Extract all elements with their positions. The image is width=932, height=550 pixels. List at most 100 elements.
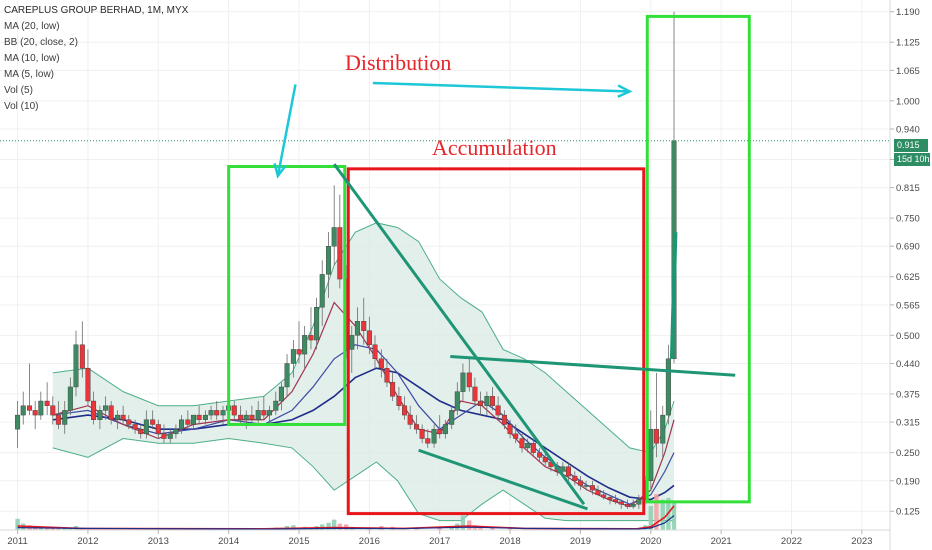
y-tick-label: 0.125 — [896, 507, 920, 518]
candle-down — [472, 386, 478, 402]
candle-down — [507, 424, 513, 435]
candle-up — [273, 400, 279, 411]
candle-down — [155, 424, 161, 435]
y-tick-label: 0.250 — [896, 448, 920, 459]
y-tick-label: 1.190 — [896, 7, 920, 18]
volume-bar — [507, 528, 513, 530]
trendline — [450, 354, 736, 377]
candle-down — [537, 452, 543, 458]
candle-down — [607, 496, 613, 500]
volume-bar — [437, 527, 442, 530]
x-tick-label: 2020 — [640, 536, 661, 547]
candle-up — [103, 405, 109, 411]
candle-down — [595, 489, 601, 496]
candle-up — [630, 504, 636, 507]
candle-up — [143, 419, 149, 435]
volume-bar — [648, 506, 653, 530]
trendline — [418, 448, 588, 511]
candle-down — [425, 438, 431, 444]
volume-ma10-line — [17, 515, 675, 530]
candle-up — [484, 396, 490, 406]
candle-down — [478, 400, 484, 406]
indicator-ma10[interactable]: MA (10, low) — [4, 53, 60, 64]
x-tick-label: 2022 — [781, 536, 802, 547]
y-tick-label: 1.125 — [896, 38, 920, 49]
candle-down — [589, 485, 595, 491]
indicator-bb[interactable]: BB (20, close, 2) — [4, 37, 78, 48]
volume-bar — [44, 527, 50, 530]
candle-down — [55, 414, 61, 425]
indicator-ma5[interactable]: MA (5, low) — [4, 69, 55, 80]
arrow-shaft — [372, 81, 630, 93]
price-axis-panel — [890, 0, 932, 550]
arrow-head — [273, 163, 287, 179]
candle-up — [62, 410, 68, 425]
candle-up — [202, 414, 208, 420]
candle-down — [542, 457, 548, 463]
y-tick-label: 0.940 — [896, 124, 920, 135]
x-tick-label: 2018 — [500, 536, 521, 547]
candle-down — [653, 428, 659, 444]
candle-down — [378, 358, 384, 369]
y-tick-label: 1.065 — [896, 66, 920, 77]
candle-down — [372, 344, 378, 360]
candle-down — [337, 227, 343, 280]
candle-down — [572, 475, 578, 481]
indicator-ma20[interactable]: MA (20, low) — [4, 21, 60, 32]
candle-down — [32, 410, 38, 416]
volume-bar — [38, 527, 44, 530]
candle-up — [454, 391, 460, 411]
x-tick-label: 2014 — [218, 536, 239, 547]
distribution-label: Distribution — [345, 50, 452, 75]
y-tick-label: 0.315 — [896, 418, 920, 429]
last-price-value: 0.915 — [897, 140, 920, 150]
candle-up — [665, 358, 671, 416]
candle-down — [402, 405, 408, 416]
ma20-line — [52, 367, 675, 501]
x-tick-label: 2021 — [711, 536, 732, 547]
y-tick-label: 0.375 — [896, 389, 920, 400]
candle-down — [231, 405, 237, 416]
volume-bar — [50, 528, 55, 530]
x-tick-label: 2023 — [851, 536, 872, 547]
candle-up — [208, 410, 214, 416]
indicator-vol5[interactable]: Vol (5) — [4, 85, 33, 96]
candle-down — [613, 499, 619, 503]
distribution-box — [227, 165, 347, 426]
candle-down — [390, 382, 396, 397]
volume-bar — [490, 527, 495, 530]
candle-down — [366, 330, 372, 345]
countdown-badge: 15d 10h — [894, 153, 930, 166]
candle-down — [161, 433, 167, 439]
volume-bar — [331, 519, 337, 530]
volume-bars — [15, 494, 677, 530]
candle-down — [120, 414, 126, 420]
candle-up — [190, 414, 196, 425]
candle-up — [284, 363, 290, 388]
candle-down — [108, 405, 114, 420]
indicator-vol10[interactable]: Vol (10) — [4, 101, 39, 112]
volume-bar — [15, 518, 20, 530]
arrow-shaft — [276, 84, 297, 177]
candle-down — [27, 405, 33, 411]
candle-down — [513, 433, 519, 439]
candle-down — [466, 372, 472, 388]
candle-down — [625, 504, 631, 507]
candle-up — [243, 414, 249, 420]
x-tick-label: 2019 — [570, 536, 591, 547]
candle-down — [601, 494, 607, 498]
countdown-value: 15d 10h — [897, 154, 930, 164]
x-tick-label: 2017 — [429, 536, 450, 547]
candle-down — [126, 419, 132, 425]
last-price-badge: 0.915 — [894, 139, 928, 152]
y-tick-label: 0.815 — [896, 183, 920, 194]
candle-down — [185, 419, 191, 425]
candle-up — [648, 428, 654, 481]
candle-up — [319, 274, 325, 308]
candle-down — [489, 396, 495, 406]
candle-up — [20, 405, 26, 416]
candle-up — [15, 414, 21, 430]
candle-up — [449, 410, 455, 425]
candle-up — [660, 414, 666, 444]
